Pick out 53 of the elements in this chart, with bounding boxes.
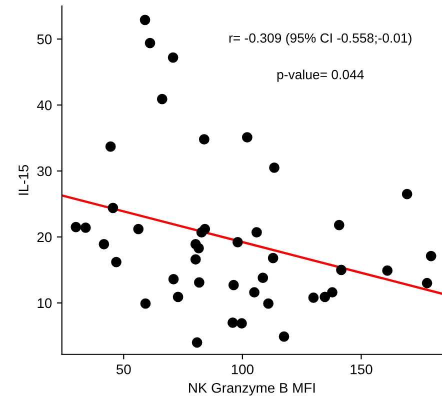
point — [140, 14, 150, 26]
point — [269, 162, 280, 173]
annotation: p-value= 0.044 — [277, 70, 364, 82]
point — [70, 222, 82, 232]
point — [263, 298, 274, 309]
point — [308, 292, 319, 303]
x-tick-label: 100 — [232, 364, 254, 374]
point — [140, 298, 151, 309]
point — [111, 256, 122, 268]
point — [336, 264, 346, 276]
point — [133, 224, 144, 234]
point — [196, 227, 207, 238]
y-tick-label: 20 — [37, 232, 52, 242]
point — [422, 278, 432, 288]
annotation: r= -0.309 (95% CI -0.558;-0.01) — [229, 33, 412, 46]
point — [105, 141, 116, 152]
point — [156, 94, 168, 104]
point — [98, 239, 110, 250]
point — [236, 318, 247, 329]
point — [251, 227, 262, 238]
y-tick-label: 10 — [38, 298, 52, 308]
point — [402, 188, 412, 200]
point — [242, 132, 252, 143]
point — [190, 254, 201, 265]
point — [198, 134, 210, 145]
y-tick-label: 30 — [37, 166, 52, 176]
x-axis-title: NK Granzyme B MFI — [189, 382, 315, 396]
point — [320, 292, 330, 302]
point — [258, 272, 268, 284]
point — [172, 292, 184, 302]
point — [228, 318, 238, 328]
point — [268, 252, 278, 264]
point — [194, 242, 204, 254]
point — [144, 38, 156, 48]
point — [278, 331, 290, 342]
point — [228, 280, 239, 290]
point — [168, 274, 179, 284]
y-tick-label: 40 — [37, 100, 52, 110]
point — [327, 287, 338, 298]
point — [334, 220, 344, 230]
y-tick-label: 50 — [37, 34, 52, 44]
point — [249, 287, 260, 298]
point — [382, 265, 393, 276]
point — [108, 202, 118, 214]
point — [192, 337, 202, 348]
point — [194, 277, 204, 288]
point — [426, 250, 436, 262]
x-tick-label: 150 — [350, 364, 372, 374]
point — [80, 222, 91, 233]
point — [168, 52, 178, 63]
point — [232, 237, 243, 248]
x-tick-label: 50 — [116, 364, 131, 374]
y-axis-title: IL-15 — [18, 164, 28, 195]
